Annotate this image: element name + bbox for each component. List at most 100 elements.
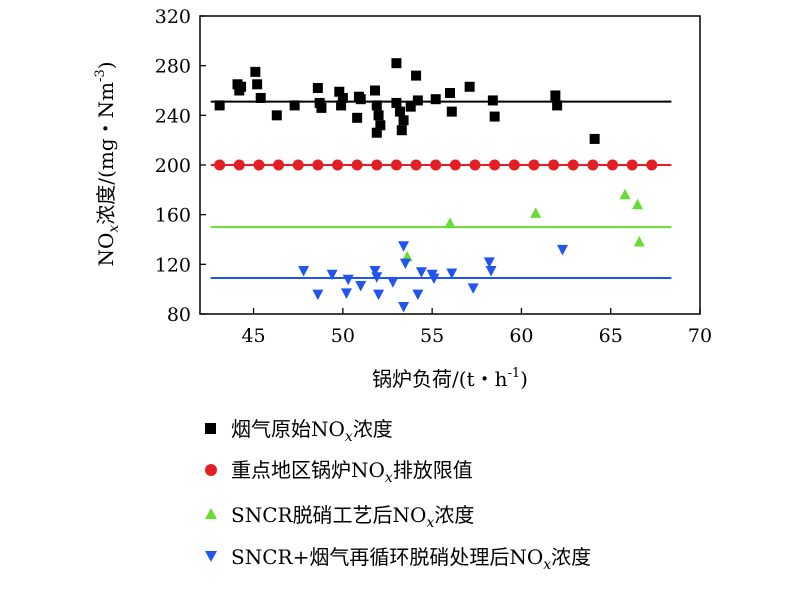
data-point-triangle-down (355, 280, 367, 292)
x-tick-label: 60 (509, 325, 533, 347)
data-point-circle (312, 159, 324, 171)
data-point-square (398, 115, 409, 126)
legend-marker-circle (205, 464, 217, 476)
data-point-triangle-down (399, 258, 411, 270)
data-point-circle (626, 159, 638, 171)
data-point-square (375, 120, 386, 131)
data-point-circle (233, 159, 245, 171)
data-point-circle (430, 159, 442, 171)
data-point-circle (607, 159, 618, 171)
data-point-square (271, 110, 282, 121)
plot-area (210, 58, 672, 313)
data-point-square (589, 133, 600, 144)
legend-label-sncr-fgr: SNCR+烟气再循环脱硝处理后NOx浓度 (231, 545, 591, 573)
x-tick-label: 55 (420, 325, 444, 347)
data-point-triangle-down (415, 267, 427, 278)
legend-item-raw: 烟气原始NOx浓度 (205, 417, 393, 445)
data-point-square (487, 95, 498, 106)
data-point-triangle-down (342, 274, 354, 286)
y-tick-label: 200 (155, 155, 191, 177)
data-point-triangle-down (340, 288, 352, 299)
y-tick-label: 80 (167, 304, 191, 326)
data-point-triangle-down (398, 302, 410, 313)
data-point-circle (508, 159, 520, 171)
data-point-square (312, 83, 323, 94)
y-axis-label: NOx浓度/(mg・Nm-3) (93, 61, 122, 266)
data-point-triangle-down (557, 244, 568, 256)
data-point-circle (587, 159, 599, 171)
data-point-circle (548, 159, 560, 171)
data-point-triangle-up (633, 235, 645, 247)
x-axis-label-text: 锅炉负荷/(t・h (372, 367, 508, 391)
data-point-circle (214, 159, 226, 171)
data-point-circle (567, 159, 579, 171)
y-tick-label: 160 (155, 205, 191, 227)
data-point-triangle-down (467, 283, 479, 294)
series-1 (210, 159, 672, 171)
data-point-square (355, 94, 366, 105)
legend: 烟气原始NOx浓度 重点地区锅炉NOx排放限值 SNCR脱硝工艺后NOx浓度 S… (205, 417, 591, 573)
data-point-triangle-down (326, 269, 338, 281)
data-point-triangle-up (530, 207, 542, 218)
data-point-triangle-up (619, 188, 631, 200)
x-tick-label: 70 (688, 325, 712, 347)
data-point-circle (646, 159, 658, 171)
x-tick-label: 50 (331, 325, 355, 347)
data-point-square (391, 58, 402, 69)
data-point-square (336, 100, 347, 111)
data-point-circle (528, 159, 540, 171)
data-point-square (371, 100, 382, 111)
data-point-triangle-down (428, 273, 440, 284)
y-tick-label: 120 (155, 254, 191, 276)
data-point-circle (390, 159, 402, 171)
data-point-square (446, 106, 457, 117)
series-3 (210, 241, 672, 313)
data-point-square (412, 95, 423, 106)
data-point-square (489, 111, 500, 122)
data-point-square (464, 81, 475, 92)
data-point-triangle-up (444, 217, 456, 228)
data-point-triangle-down (387, 277, 399, 288)
series-0 (210, 58, 672, 144)
legend-label-sncr: SNCR脱硝工艺后NOx浓度 (231, 503, 474, 531)
data-point-circle (469, 159, 481, 171)
data-point-square (391, 97, 402, 108)
data-point-triangle-down (371, 272, 383, 283)
data-point-triangle-down (369, 266, 381, 277)
data-point-square (550, 90, 561, 101)
data-point-triangle-down (312, 289, 324, 301)
x-tick-label: 45 (241, 325, 265, 347)
y-axis-label-mid: 浓度/(mg・Nm (94, 82, 118, 225)
legend-marker-triangle-up (205, 508, 217, 519)
data-point-triangle-down (412, 289, 424, 301)
data-point-square (405, 101, 416, 112)
data-point-square (334, 86, 345, 97)
legend-item-sncr-fgr: SNCR+烟气再循环脱硝处理后NOx浓度 (205, 545, 591, 573)
data-point-square (371, 127, 382, 138)
legend-item-limit: 重点地区锅炉NOx排放限值 (205, 458, 473, 486)
data-point-square (370, 85, 380, 96)
data-point-circle (410, 159, 422, 171)
data-point-square (373, 110, 384, 121)
data-point-circle (253, 159, 265, 171)
data-point-square (255, 92, 266, 103)
data-point-triangle-down (398, 241, 410, 252)
y-tick-label: 280 (155, 56, 191, 78)
x-axis-label: 锅炉负荷/(t・h-1) (372, 366, 528, 391)
data-point-square (396, 125, 407, 136)
data-point-circle (371, 159, 383, 171)
data-point-circle (351, 159, 363, 171)
y-axis-label-pre: NO (94, 233, 118, 267)
data-point-circle (449, 159, 461, 171)
x-tick-label: 65 (599, 325, 623, 347)
legend-marker-square (205, 423, 216, 434)
data-point-square (316, 102, 327, 113)
data-point-circle (332, 159, 343, 171)
x-axis-label-close: ) (520, 367, 528, 391)
y-tick-label: 240 (155, 105, 191, 127)
data-point-triangle-down (298, 266, 310, 277)
data-point-square (430, 94, 441, 105)
data-point-square (236, 81, 247, 92)
data-point-square (395, 106, 405, 117)
